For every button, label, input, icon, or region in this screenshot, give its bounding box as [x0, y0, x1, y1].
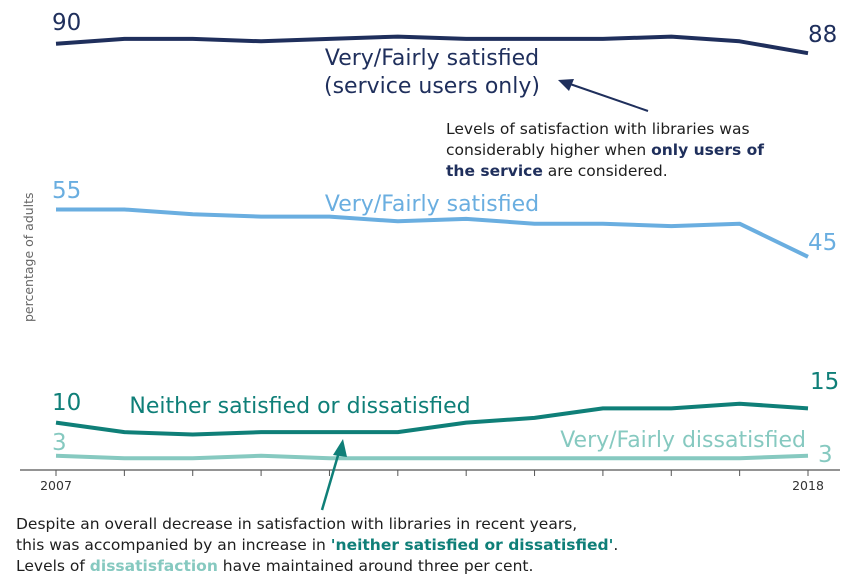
bottom-note-line2-a: this was accompanied by an increase in [16, 536, 331, 554]
label-end-dissatisfied: 3 [818, 442, 833, 468]
series-name-satisfied-all: Very/Fairly satisfied [325, 192, 539, 217]
top-note-part3: are considered. [542, 162, 668, 180]
arrow-to-users-label [569, 83, 649, 112]
top-annotation: Levels of satisfaction with libraries wa… [446, 119, 826, 182]
series-name-dissatisfied: Very/Fairly dissatisfied [560, 428, 806, 453]
bottom-note-line1: Despite an overall decrease in satisfact… [16, 515, 578, 533]
x-tick-label-first: 2007 [40, 478, 72, 493]
series-line-satisfied-all [56, 207, 809, 259]
series-name-satisfied-users-line2: (service users only) [324, 74, 540, 99]
label-start-satisfied-users: 90 [52, 10, 81, 36]
arrow-to-neither-line [320, 451, 341, 511]
label-start-neither: 10 [52, 390, 81, 416]
arrow-head-neither-line [333, 439, 347, 457]
top-note-part1: Levels of satisfaction with libraries wa… [446, 120, 750, 138]
label-start-dissatisfied: 3 [52, 430, 67, 456]
top-note-strong: only users of [651, 141, 765, 159]
series-name-satisfied-users-line1: Very/Fairly satisfied [325, 46, 539, 71]
arrow-head-users-label [558, 79, 574, 91]
label-end-neither: 15 [810, 369, 839, 395]
top-note-strong2: the service [446, 162, 543, 180]
top-note-part2: considerably higher when [446, 141, 652, 159]
x-tick-label-last: 2018 [792, 478, 824, 493]
y-axis-label: percentage of adults [21, 192, 36, 322]
bottom-note-line3-strong: dissatisfaction [89, 557, 218, 575]
label-end-satisfied-users: 88 [808, 22, 837, 48]
x-axis-ticks [55, 470, 809, 476]
bottom-annotation: Despite an overall decrease in satisfact… [16, 514, 696, 577]
bottom-note-line3-a: Levels of [16, 557, 90, 575]
series-line-dissatisfied [55, 453, 809, 461]
bottom-note-line2-b: . [613, 536, 619, 554]
bottom-note-line2-strong: 'neither satisfied or dissatisfied' [330, 536, 614, 554]
bottom-note-line3-b: have maintained around three per cent. [217, 557, 534, 575]
series-line-satisfied-users [55, 34, 809, 56]
series-line-neither [55, 401, 809, 437]
series-name-neither: Neither satisfied or dissatisfied [129, 394, 470, 419]
label-end-satisfied-all: 45 [808, 230, 837, 256]
label-start-satisfied-all: 55 [52, 178, 81, 204]
